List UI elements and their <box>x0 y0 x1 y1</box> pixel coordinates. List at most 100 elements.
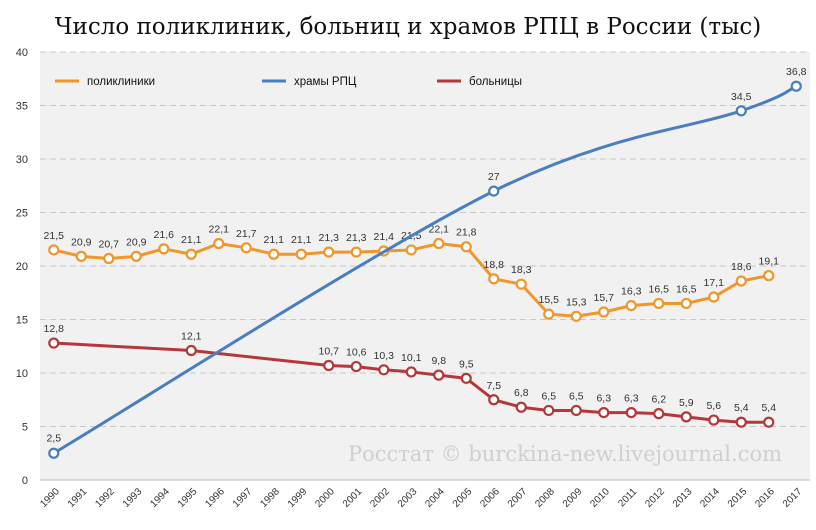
y-tick-label: 25 <box>16 208 28 220</box>
data-point <box>433 369 445 381</box>
data-label: 21,1 <box>181 234 202 246</box>
data-point <box>653 408 665 420</box>
x-tick-label: 1994 <box>148 486 172 510</box>
data-point <box>515 401 527 413</box>
data-point <box>570 310 582 322</box>
data-label: 20,7 <box>99 239 120 251</box>
data-point <box>735 416 747 428</box>
data-label: 10,7 <box>319 346 340 358</box>
data-point <box>680 411 692 423</box>
data-point <box>460 372 472 384</box>
x-tick-label: 2012 <box>643 486 667 510</box>
data-label: 6,2 <box>651 394 666 406</box>
y-tick-label: 0 <box>22 475 28 487</box>
data-point <box>405 244 417 256</box>
legend-label: храмы РПЦ <box>294 76 357 88</box>
data-label: 15,5 <box>539 294 560 306</box>
data-label: 6,3 <box>596 393 611 405</box>
data-point <box>158 243 170 255</box>
y-tick-label: 20 <box>16 261 28 273</box>
data-point <box>598 406 610 419</box>
x-tick-label: 1999 <box>286 486 310 510</box>
x-tick-label: 2010 <box>588 486 612 510</box>
x-tick-label: 1992 <box>93 486 117 510</box>
grid-lines <box>40 51 810 481</box>
x-tick-label: 1998 <box>258 486 282 510</box>
data-point <box>405 366 417 378</box>
data-point <box>48 244 60 256</box>
chart-title: Число поликлиник, больниц и храмов РПЦ в… <box>54 14 762 40</box>
data-point <box>543 308 555 320</box>
data-label: 21,8 <box>456 227 477 239</box>
data-point <box>488 394 500 406</box>
data-point <box>460 241 472 253</box>
x-tick-label: 2000 <box>313 486 337 510</box>
x-tick-label: 2015 <box>726 486 750 510</box>
watermark: Росстат © burckina-new.livejournal.com <box>348 442 782 466</box>
data-point <box>708 291 720 303</box>
x-tick-label: 2006 <box>478 486 502 510</box>
y-tick-label: 35 <box>16 101 28 113</box>
x-tick-label: 1991 <box>66 486 90 510</box>
data-point <box>130 250 142 262</box>
data-label: 10,1 <box>401 352 422 364</box>
data-label: 22,1 <box>429 224 450 236</box>
series-2: 12,8 12,1 10,7 10,6 10,3 10,1 9,8 9,5 7,5 6,8 6,5 6… <box>44 323 776 428</box>
data-point <box>680 297 692 310</box>
data-label: 12,1 <box>181 331 202 343</box>
x-tick-label: 2016 <box>753 486 777 510</box>
data-point <box>350 246 362 258</box>
x-tick-label: 2014 <box>698 486 722 510</box>
data-label: 5,4 <box>734 402 749 414</box>
data-label: 5,6 <box>706 400 721 412</box>
data-label: 16,5 <box>676 283 697 295</box>
x-tick-label: 2001 <box>341 486 365 510</box>
data-label: 34,5 <box>731 91 752 103</box>
data-point <box>103 252 115 265</box>
x-tick-label: 1995 <box>176 486 200 510</box>
data-label: 21,3 <box>346 232 367 244</box>
data-point <box>625 299 637 312</box>
data-label: 6,5 <box>541 390 556 402</box>
data-label: 21,1 <box>291 234 312 246</box>
data-point <box>625 406 637 419</box>
data-label: 16,5 <box>649 283 670 295</box>
data-label: 18,3 <box>511 264 532 276</box>
data-label: 21,4 <box>374 231 395 243</box>
data-label: 18,8 <box>484 259 505 271</box>
y-tick-label: 10 <box>16 368 28 380</box>
data-label: 10,3 <box>374 350 395 362</box>
data-point <box>185 344 197 357</box>
data-label: 9,5 <box>459 358 474 370</box>
data-point <box>48 337 60 349</box>
data-point <box>213 237 225 250</box>
data-label: 21,5 <box>44 230 65 242</box>
x-tick-label: 2002 <box>368 486 392 510</box>
x-tick-label: 2009 <box>561 486 585 510</box>
data-point <box>48 447 60 459</box>
x-tick-label: 1990 <box>38 486 62 510</box>
legend-label: поликлиники <box>87 76 155 88</box>
x-tick-label: 1993 <box>121 486 145 510</box>
series-line <box>52 84 797 455</box>
legend-label: больницы <box>469 76 522 88</box>
data-label: 10,6 <box>346 347 367 359</box>
y-tick-label: 30 <box>16 154 28 166</box>
data-point <box>543 404 555 417</box>
x-tick-label: 2008 <box>533 486 557 510</box>
data-label: 15,3 <box>566 296 587 308</box>
data-point <box>350 360 362 373</box>
data-label: 7,5 <box>486 380 501 392</box>
x-tick-label: 1997 <box>231 486 255 510</box>
data-point <box>488 273 500 285</box>
data-point <box>240 242 252 254</box>
data-label: 27 <box>488 171 500 183</box>
data-label: 12,8 <box>44 323 65 335</box>
data-point <box>653 297 665 310</box>
data-label: 18,6 <box>731 261 752 273</box>
y-tick-label: 5 <box>22 422 28 434</box>
data-point <box>570 404 582 417</box>
data-point <box>75 250 87 262</box>
